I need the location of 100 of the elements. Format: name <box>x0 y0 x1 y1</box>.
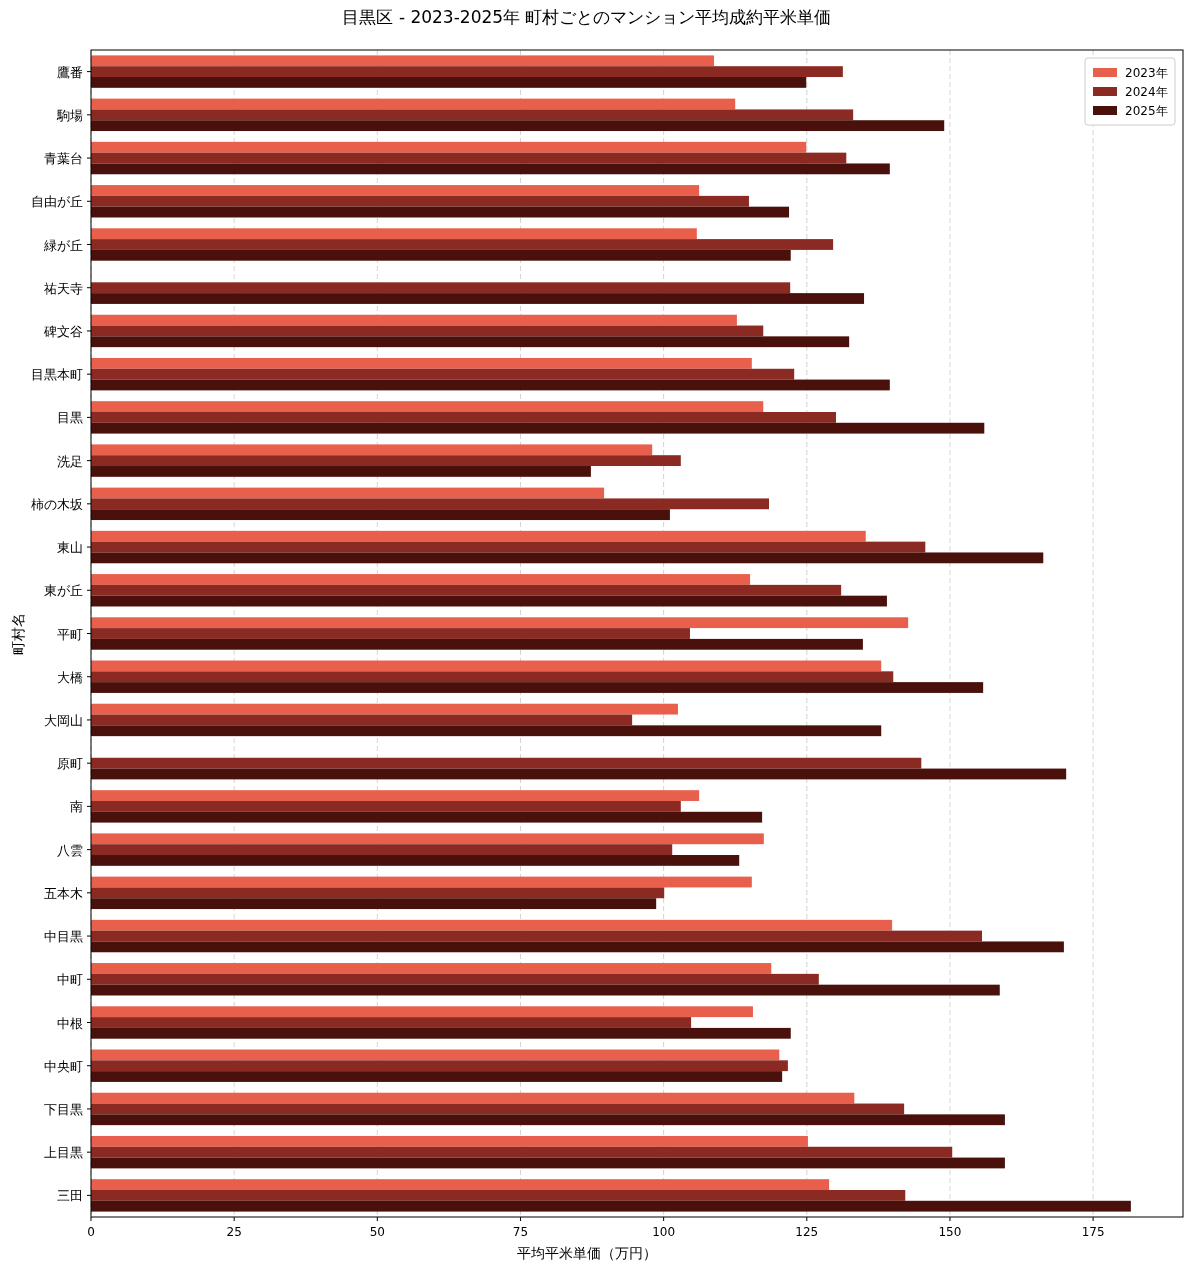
bar <box>91 1027 791 1039</box>
bar <box>91 638 863 650</box>
x-tick-label: 50 <box>369 1225 385 1239</box>
bar <box>91 682 984 693</box>
y-tick-label: 洗足 <box>57 453 83 469</box>
bar <box>91 1006 753 1018</box>
bar <box>91 530 866 542</box>
y-tick-label: 中根 <box>57 1015 83 1031</box>
y-tick-label: 自由が丘 <box>31 194 83 210</box>
bar <box>91 163 890 175</box>
y-tick-label: 柿の木坂 <box>31 496 83 512</box>
bar <box>91 314 737 326</box>
bar <box>91 1071 783 1082</box>
bar <box>91 1146 953 1158</box>
chart-title: 目黒区 - 2023-2025年 町村ごとのマンション平均成約平米単価 <box>342 7 832 27</box>
y-tick-label: 大橋 <box>57 669 83 685</box>
bar <box>91 1189 906 1201</box>
bar <box>91 1017 692 1028</box>
bar <box>91 487 605 499</box>
y-tick-label: 下目黒 <box>44 1101 83 1117</box>
bar <box>91 422 985 434</box>
bar <box>91 887 665 899</box>
bar <box>91 466 591 477</box>
bar <box>91 498 769 510</box>
bar <box>91 379 890 391</box>
bar <box>91 811 763 823</box>
bar <box>91 595 887 607</box>
y-tick-label: 八雲 <box>57 842 83 858</box>
bar <box>91 584 842 596</box>
y-tick-label: 東山 <box>57 540 83 556</box>
y-tick-label: 中目黒 <box>44 929 83 945</box>
bar <box>91 120 945 132</box>
bar <box>91 325 764 337</box>
x-tick-label: 25 <box>226 1225 242 1239</box>
bar <box>91 930 983 942</box>
y-tick-label: 目黒本町 <box>31 367 83 383</box>
bar <box>91 357 752 369</box>
bar <box>91 249 791 261</box>
bar <box>91 195 749 207</box>
bar <box>91 185 700 196</box>
bar <box>91 1103 905 1115</box>
x-tick-label: 175 <box>1081 1225 1105 1239</box>
bar <box>91 973 819 985</box>
y-tick-label: 目黒 <box>57 410 83 426</box>
bar <box>91 844 673 856</box>
bar <box>91 855 740 866</box>
x-tick-label: 100 <box>652 1225 676 1239</box>
y-tick-label: 祐天寺 <box>44 280 83 296</box>
bar <box>91 876 752 888</box>
bar <box>91 671 894 683</box>
x-tick-label: 125 <box>795 1225 819 1239</box>
y-tick-label: 三田 <box>57 1188 83 1204</box>
legend-label: 2023年 <box>1125 66 1168 80</box>
bar <box>91 1060 788 1072</box>
y-axis-title: 町村名 <box>10 612 26 655</box>
bar <box>91 98 736 110</box>
y-tick-label: 大岡山 <box>44 712 83 728</box>
y-tick-label: 碑文谷 <box>43 323 83 339</box>
bar <box>91 984 1000 996</box>
bar <box>91 941 1064 953</box>
bar <box>91 152 847 164</box>
bar <box>91 66 843 78</box>
y-tick-label: 南 <box>70 799 83 815</box>
bar <box>91 141 807 153</box>
y-tick-label: 鷹番 <box>57 64 83 80</box>
bar <box>91 963 772 974</box>
bar <box>91 714 633 726</box>
bar <box>91 552 1044 564</box>
bar <box>91 541 926 553</box>
bar <box>91 77 807 88</box>
bar <box>91 703 678 715</box>
bar <box>91 228 697 240</box>
bar <box>91 833 764 845</box>
bar <box>91 919 893 931</box>
y-tick-label: 青葉台 <box>44 151 83 167</box>
y-tick-label: 上目黒 <box>44 1145 83 1161</box>
y-tick-label: 五本木 <box>44 885 83 901</box>
bar <box>91 1092 855 1104</box>
bar <box>91 282 791 294</box>
bar <box>91 368 795 380</box>
bar <box>91 768 1067 780</box>
y-tick-label: 原町 <box>57 756 83 772</box>
bar <box>91 1135 808 1147</box>
y-tick-label: 中町 <box>57 972 83 988</box>
y-tick-label: 緑が丘 <box>43 237 83 253</box>
bar <box>91 725 882 737</box>
bar <box>91 790 700 801</box>
bar <box>91 617 909 629</box>
bar <box>91 336 850 348</box>
bar <box>91 293 865 304</box>
y-tick-label: 駒場 <box>56 107 83 123</box>
bar <box>91 660 882 672</box>
x-axis-title: 平均平米単価（万円） <box>517 1245 657 1261</box>
x-tick-label: 150 <box>938 1225 962 1239</box>
bar <box>91 1200 1131 1212</box>
bar <box>91 411 836 423</box>
bar <box>91 628 690 639</box>
bar <box>91 757 922 769</box>
bar <box>91 455 681 467</box>
bar <box>91 239 834 250</box>
